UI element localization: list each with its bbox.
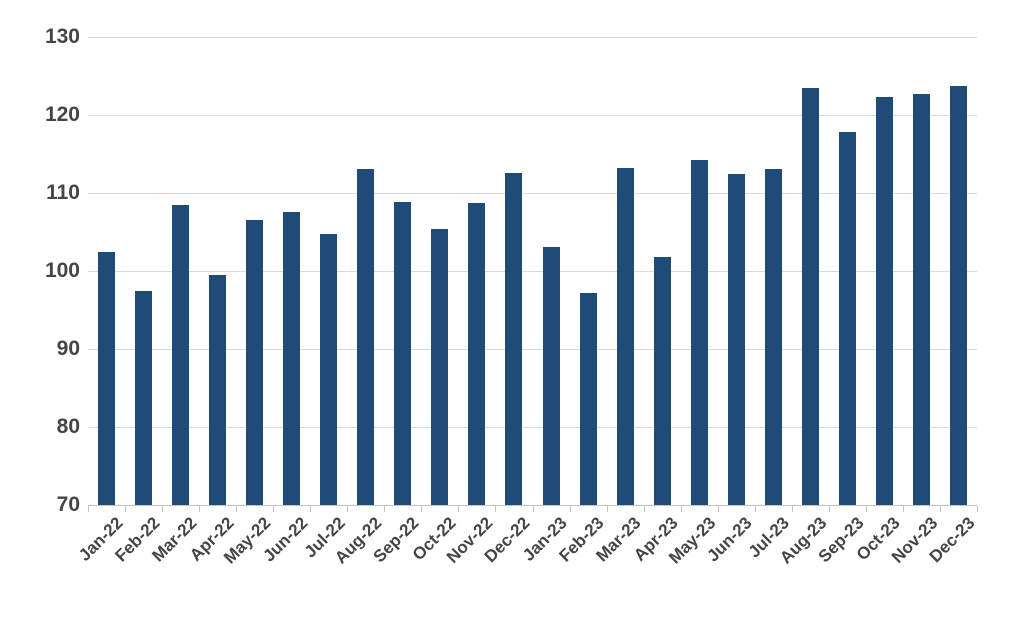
x-axis-tick <box>532 506 534 512</box>
grid-line <box>88 37 977 38</box>
x-axis-tick <box>199 506 201 512</box>
x-axis-tick <box>902 506 904 512</box>
y-axis-label: 90 <box>56 337 80 360</box>
grid-line <box>88 271 977 272</box>
bar-aug-22 <box>357 168 375 505</box>
y-axis-label: 80 <box>56 415 80 438</box>
bar-oct-23 <box>875 97 893 505</box>
x-axis-tick <box>236 506 238 512</box>
grid-line <box>88 115 977 116</box>
x-axis-tick <box>162 506 164 512</box>
x-axis-line <box>88 505 977 506</box>
bar-dec-23 <box>949 86 967 505</box>
y-axis-label: 100 <box>44 259 80 282</box>
bar-nov-22 <box>468 203 486 505</box>
y-axis-label: 70 <box>56 493 80 516</box>
bar-apr-22 <box>209 274 227 505</box>
x-axis-tick <box>754 506 756 512</box>
bar-apr-23 <box>653 256 671 505</box>
grid-line <box>88 193 977 194</box>
y-axis-label: 110 <box>46 181 80 204</box>
x-axis-tick <box>273 506 275 512</box>
x-axis-tick <box>569 506 571 512</box>
bar-may-23 <box>690 160 708 505</box>
bar-mar-22 <box>172 205 190 505</box>
x-axis-tick <box>310 506 312 512</box>
x-axis-tick <box>865 506 867 512</box>
bar-dec-22 <box>505 172 523 505</box>
x-axis-tick <box>606 506 608 512</box>
bar-sep-22 <box>394 201 412 505</box>
x-axis-tick <box>717 506 719 512</box>
x-axis-tick <box>125 506 127 512</box>
x-axis-tick <box>88 506 89 512</box>
x-axis-tick <box>977 506 978 512</box>
bar-nov-23 <box>912 93 930 505</box>
bar-mar-23 <box>616 168 634 505</box>
bar-sep-23 <box>838 132 856 505</box>
x-axis-tick <box>495 506 497 512</box>
x-axis-tick <box>939 506 941 512</box>
bar-jul-23 <box>764 168 782 505</box>
bar-jul-22 <box>320 234 338 505</box>
y-axis-label: 120 <box>44 103 80 126</box>
x-axis-tick <box>458 506 460 512</box>
bar-feb-22 <box>135 291 153 505</box>
grid-line <box>88 427 977 428</box>
bar-jan-23 <box>542 246 560 505</box>
x-axis-tick <box>828 506 830 512</box>
x-axis-tick <box>791 506 793 512</box>
bar-oct-22 <box>431 228 449 505</box>
x-axis-tick <box>384 506 386 512</box>
y-axis-label: 130 <box>44 25 80 48</box>
bar-jun-22 <box>283 211 301 505</box>
bar-jun-23 <box>727 174 745 505</box>
bar-may-22 <box>246 219 264 505</box>
bar-feb-23 <box>579 292 597 505</box>
x-axis-tick <box>347 506 349 512</box>
x-axis-tick <box>421 506 423 512</box>
x-axis-tick <box>680 506 682 512</box>
x-axis-tick <box>643 506 645 512</box>
grid-line <box>88 349 977 350</box>
bar-aug-23 <box>801 88 819 505</box>
bar-jan-22 <box>98 252 116 505</box>
